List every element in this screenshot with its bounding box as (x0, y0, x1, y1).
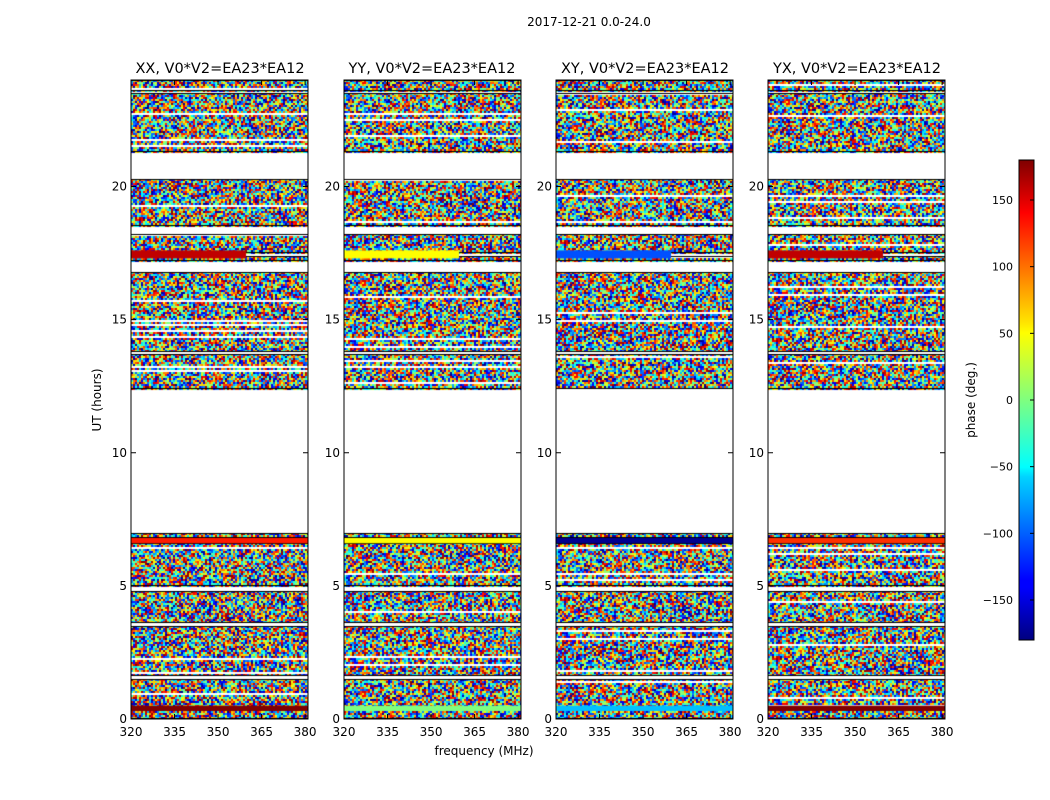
x-tick-label: 335 (800, 725, 823, 739)
x-tick-label: 365 (463, 725, 486, 739)
x-tick-label: 350 (844, 725, 867, 739)
x-tick-label: 320 (545, 725, 568, 739)
plot-frame (555, 79, 734, 720)
x-tick-label: 380 (294, 725, 317, 739)
y-tick-label: 0 (332, 712, 340, 726)
x-tick-label: 350 (420, 725, 443, 739)
plot-frame (343, 79, 522, 720)
panel-title: XY, V0*V2=EA23*EA12 (561, 61, 729, 77)
y-tick-label: 0 (544, 712, 552, 726)
panel-title: YX, V0*V2=EA23*EA12 (772, 61, 941, 77)
x-tick-label: 335 (376, 725, 399, 739)
phase-heatmap (131, 80, 308, 719)
y-tick-label: 10 (325, 446, 340, 460)
panel-xx: XX, V0*V2=EA23*EA12 320 335 350 365 380 0 5 10 1… (112, 61, 317, 739)
panel-yy: YY, V0*V2=EA23*EA12 320 335 350 365 380 0 5 10 1… (325, 61, 530, 739)
y-tick-label: 0 (756, 712, 764, 726)
y-tick-label: 5 (756, 579, 764, 593)
colorbar-tick-label: −100 (983, 527, 1013, 540)
x-tick-label: 365 (675, 725, 698, 739)
y-tick-label: 20 (537, 180, 552, 194)
y-tick-label: 10 (537, 446, 552, 460)
y-tick-label: 15 (537, 313, 552, 327)
y-tick-label: 20 (749, 180, 764, 194)
x-tick-label: 380 (719, 725, 742, 739)
x-tick-label: 350 (207, 725, 230, 739)
x-tick-label: 335 (163, 725, 186, 739)
x-axis-label: frequency (MHz) (434, 744, 533, 758)
x-tick-label: 320 (120, 725, 143, 739)
colorbar: phase (deg.) 150 100 50 0 −50 −100 −150 (964, 159, 1035, 641)
phase-heatmap (768, 80, 945, 719)
y-tick-label: 20 (325, 180, 340, 194)
y-axis-label: UT (hours) (90, 368, 104, 431)
panel-title: XX, V0*V2=EA23*EA12 (135, 61, 304, 77)
x-tick-label: 380 (507, 725, 530, 739)
x-tick-label: 350 (632, 725, 655, 739)
panel-xy: XY, V0*V2=EA23*EA12 320 335 350 365 380 0 5 10 1… (537, 61, 742, 739)
colorbar-tick-label: 100 (992, 261, 1013, 274)
x-tick-label: 320 (333, 725, 356, 739)
colorbar-tick-label: 50 (999, 327, 1013, 340)
plot-frame (767, 79, 946, 720)
phase-heatmap (344, 80, 521, 719)
plot-frame (130, 79, 309, 720)
y-tick-label: 10 (749, 446, 764, 460)
x-tick-label: 320 (757, 725, 780, 739)
colorbar-tick-label: −150 (983, 594, 1013, 607)
x-tick-label: 365 (887, 725, 910, 739)
colorbar-tick-label: 150 (992, 194, 1013, 207)
y-tick-label: 0 (119, 712, 127, 726)
y-tick-label: 10 (112, 446, 127, 460)
y-tick-label: 15 (749, 313, 764, 327)
y-tick-label: 5 (332, 579, 340, 593)
panel-yx: YX, V0*V2=EA23*EA12 320 335 350 365 380 0 5 10 1… (749, 61, 954, 739)
suptitle: 2017-12-21 0.0-24.0 (527, 15, 651, 29)
x-tick-label: 335 (588, 725, 611, 739)
y-tick-label: 5 (544, 579, 552, 593)
x-tick-label: 380 (931, 725, 954, 739)
colorbar-tick-label: −50 (990, 461, 1013, 474)
colorbar-label: phase (deg.) (964, 362, 978, 438)
y-tick-label: 20 (112, 180, 127, 194)
phase-heatmap (556, 80, 733, 719)
y-tick-label: 5 (119, 579, 127, 593)
colorbar-tick-label: 0 (1006, 394, 1013, 407)
x-tick-label: 365 (250, 725, 273, 739)
y-tick-label: 15 (112, 313, 127, 327)
panel-title: YY, V0*V2=EA23*EA12 (348, 61, 516, 77)
y-tick-label: 15 (325, 313, 340, 327)
